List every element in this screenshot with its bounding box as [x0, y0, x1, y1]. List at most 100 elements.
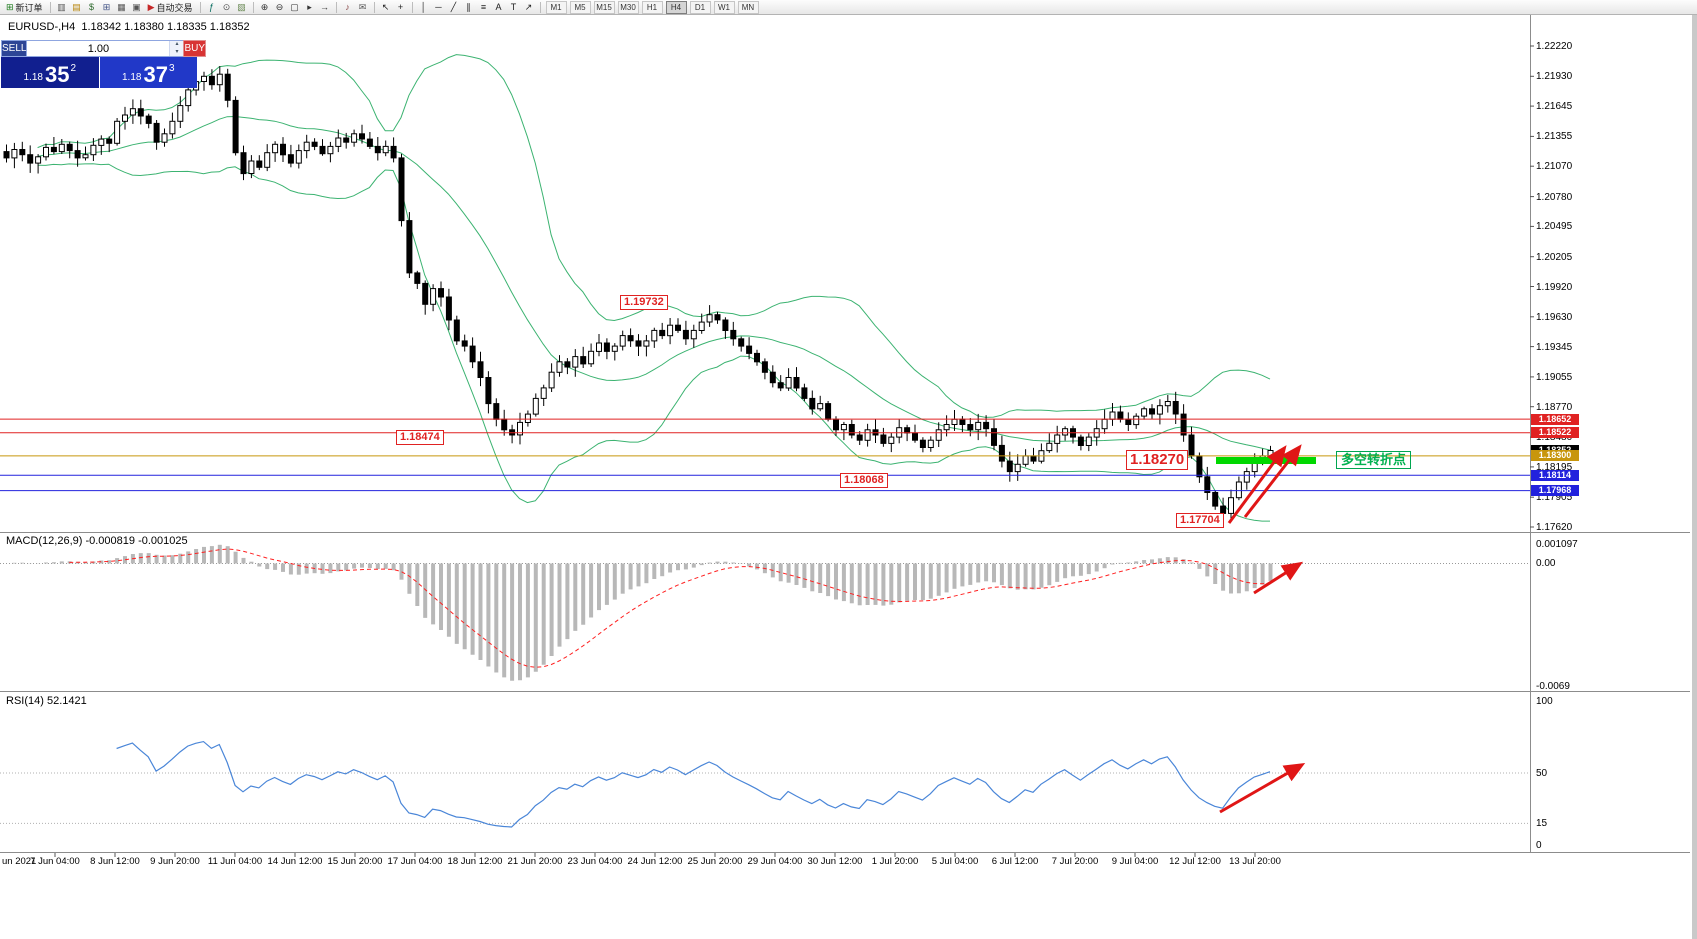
price-tick-label: 1.22220: [1536, 41, 1573, 52]
toolbar-separator: [373, 1, 375, 13]
price-level-label[interactable]: 1.18474: [396, 430, 444, 445]
timeframe-m1[interactable]: M1: [545, 0, 567, 14]
macd-indicator-label: MACD(12,26,9) -0.000819 -0.001025: [6, 535, 188, 547]
sell-price[interactable]: 1.18 35 2: [1, 57, 99, 88]
fibonacci-icon[interactable]: ≡: [480, 2, 487, 12]
price-level-label[interactable]: 1.18270: [1126, 450, 1189, 470]
time-tick-label: 18 Jun 12:00: [447, 856, 503, 867]
time-tick-label: 7 Jun 04:00: [30, 856, 80, 867]
lot-decrease-button[interactable]: ▾: [170, 48, 184, 56]
buy-button[interactable]: BUY: [183, 40, 207, 57]
horizontal-line-icon[interactable]: ─: [435, 2, 442, 12]
price-tick-label: 1.19345: [1536, 341, 1573, 353]
buy-price[interactable]: 1.18 37 3: [99, 57, 197, 88]
price-tick-label: 1.17905: [1536, 492, 1573, 504]
time-tick-label: 6 Jul 12:00: [991, 856, 1039, 867]
templates-icon[interactable]: ▧: [237, 2, 246, 12]
timeframe-h1[interactable]: H1: [641, 0, 663, 14]
sell-price-big-figure: 1.18: [23, 72, 43, 83]
price-tick-label: 1.18770: [1536, 401, 1573, 413]
cursor-icon[interactable]: ↖: [381, 2, 390, 12]
market-watch-icon[interactable]: $: [89, 2, 95, 12]
one-click-trading-panel: SELL ▴ ▾ BUY 1.18 35 2 1.18 37 3: [1, 40, 207, 88]
price-line-tag: 1.17968: [1531, 485, 1579, 497]
time-tick-label: 9 Jun 20:00: [150, 856, 200, 867]
alerts-icon[interactable]: ♪: [345, 2, 350, 12]
candles: [3, 66, 1274, 523]
rsi-indicator-label: RSI(14) 52.1421: [6, 695, 87, 707]
mail-icon[interactable]: ✉: [358, 2, 367, 12]
navigator-icon[interactable]: ⊞: [102, 2, 111, 12]
bollinger-band-line: [37, 54, 1271, 418]
price-line-tag: 1.18522: [1531, 427, 1579, 439]
zoom-in-icon[interactable]: ⊕: [260, 2, 269, 12]
macd-axis-label: 0.001097: [1536, 539, 1578, 550]
terminal-icon[interactable]: ▦: [117, 2, 126, 12]
pivot-annotation[interactable]: 多空转折点: [1336, 451, 1412, 469]
strategy-tester-icon[interactable]: ▣: [132, 2, 141, 12]
lot-size-input[interactable]: [27, 41, 170, 56]
arrow-objects-icon[interactable]: ↗: [524, 2, 533, 12]
pivot-green-bar[interactable]: [1216, 457, 1316, 464]
macd-signal-line: [69, 548, 1271, 668]
timeframe-mn[interactable]: MN: [737, 0, 759, 14]
auto-scroll-icon[interactable]: ▸: [307, 2, 312, 12]
price-tick-label: 1.20780: [1536, 191, 1573, 203]
vertical-line-icon[interactable]: │: [420, 2, 427, 12]
trend-arrow[interactable]: [1219, 763, 1306, 814]
timeframe-d1[interactable]: D1: [689, 0, 711, 14]
text-icon[interactable]: A: [495, 2, 502, 12]
toolbar: ⊞ 新订单 ▥ ▤ $ ⊞ ▦ ▣ ▶ 自动交易 ƒ ⊙ ▧ ⊕ ⊖ ▢ ▸ → ♪ ✉ ↖ + │ ─ ╱ ∥ ≡ A T ↗ M1 M5 M…: [0, 0, 1697, 15]
trend-arrow[interactable]: [1243, 444, 1302, 518]
indicators-icon[interactable]: ƒ: [208, 2, 214, 12]
time-tick-label: 5 Jul 04:00: [931, 856, 979, 867]
time-tick-label: 9 Jul 04:00: [1111, 856, 1159, 867]
auto-trading-button[interactable]: ▶ 自动交易: [145, 1, 196, 14]
time-tick-label: 25 Jun 20:00: [687, 856, 743, 867]
channel-icon[interactable]: ∥: [466, 2, 471, 12]
price-tick-label: 1.17620: [1536, 522, 1573, 533]
lot-increase-button[interactable]: ▴: [170, 41, 184, 49]
time-tick-label: 29 Jun 04:00: [747, 856, 803, 867]
periods-icon[interactable]: ⊙: [222, 2, 231, 12]
trendline-icon[interactable]: ╱: [450, 2, 457, 12]
timeframe-w1[interactable]: W1: [713, 0, 735, 14]
buy-price-pips: 37: [143, 62, 168, 87]
price-tick-label: 1.18195: [1536, 461, 1573, 473]
macd-axis-label: -0.0069: [1536, 681, 1570, 692]
time-tick-label: 8 Jun 12:00: [90, 856, 140, 867]
crosshair-icon[interactable]: +: [397, 2, 404, 12]
timeframe-m15[interactable]: M15: [593, 0, 615, 14]
new-order-button-icon: ⊞: [6, 2, 14, 12]
macd-axis-label: 0.00: [1536, 558, 1556, 570]
toolbar-separator: [335, 1, 337, 13]
time-tick-label: 14 Jun 12:00: [267, 856, 323, 867]
lot-size-field[interactable]: ▴ ▾: [27, 40, 184, 57]
toolbar-separator: [411, 1, 413, 13]
trend-arrow[interactable]: [1253, 561, 1304, 595]
time-tick-label: 11 Jun 04:00: [207, 856, 263, 867]
chart-shift-icon[interactable]: →: [320, 2, 329, 12]
time-tick-label: 24 Jun 12:00: [627, 856, 683, 867]
timeframe-m5[interactable]: M5: [569, 0, 591, 14]
label-icon[interactable]: T: [510, 2, 517, 12]
zoom-out-icon[interactable]: ⊖: [275, 2, 284, 12]
tile-windows-icon[interactable]: ▢: [290, 2, 299, 12]
new-chart-icon[interactable]: ▥: [57, 2, 66, 12]
time-tick-label: 7 Jul 20:00: [1051, 856, 1099, 867]
sell-button[interactable]: SELL: [1, 40, 28, 57]
trend-arrow[interactable]: [1227, 445, 1287, 524]
time-tick-label: 23 Jun 04:00: [567, 856, 623, 867]
timeframe-m30[interactable]: M30: [617, 0, 639, 14]
new-order-button[interactable]: ⊞ 新订单: [3, 1, 46, 14]
timeframe-h4[interactable]: H4: [665, 0, 687, 14]
price-level-label[interactable]: 1.18068: [840, 473, 888, 488]
one-click-prices: 1.18 35 2 1.18 37 3: [1, 57, 197, 88]
price-line-tag: 1.18300: [1531, 450, 1579, 462]
price-level-label[interactable]: 1.17704: [1176, 513, 1224, 528]
buy-price-big-figure: 1.18: [121, 72, 142, 83]
price-level-label[interactable]: 1.19732: [620, 295, 668, 310]
profiles-icon[interactable]: ▤: [72, 2, 81, 12]
